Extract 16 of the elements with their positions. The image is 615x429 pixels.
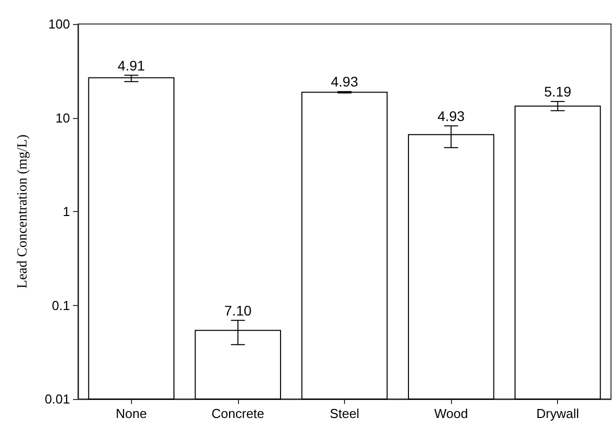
- x-tick-label: Drywall: [536, 406, 580, 421]
- y-tick-label: 0.01: [44, 392, 70, 406]
- x-tick-label: None: [116, 406, 147, 421]
- annotation: 7.10: [224, 302, 252, 318]
- x-tick-label: Concrete: [212, 406, 264, 421]
- y-tick-label: 100: [48, 16, 70, 32]
- x-tick-label: Wood: [434, 406, 468, 421]
- y-tick-label: 1: [62, 204, 70, 219]
- y-tick-label: 0.1: [52, 298, 70, 313]
- annotation: 4.93: [330, 74, 358, 90]
- annotation: 4.93: [437, 108, 465, 124]
- x-tick-label: Steel: [330, 406, 360, 421]
- y-tick-label: 10: [56, 110, 70, 126]
- annotation: 4.91: [118, 57, 146, 74]
- y-axis-title: Lead Concentration (mg/L): [16, 134, 30, 288]
- annotation: 5.19: [544, 84, 572, 100]
